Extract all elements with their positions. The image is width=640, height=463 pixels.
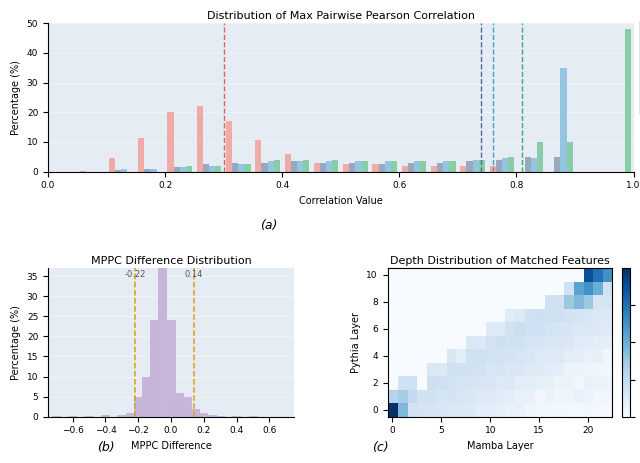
Bar [109,158,115,172]
Bar [191,409,200,417]
Bar [142,376,151,417]
Bar [431,166,437,172]
Bar [186,166,192,172]
Bar [285,154,291,172]
Bar [274,160,280,172]
Bar [255,140,262,172]
Bar [117,415,126,417]
Bar [314,163,320,172]
Bar [138,138,145,172]
Bar [332,160,339,172]
Text: (c): (c) [372,441,389,454]
Bar [355,161,362,172]
Bar [134,397,143,417]
Bar [303,160,309,172]
Bar [203,164,209,172]
Bar [209,166,215,172]
Bar [320,163,326,172]
Bar [554,157,561,172]
Bar [232,163,238,172]
Bar [449,161,456,172]
Text: (b): (b) [97,441,115,454]
Bar [561,68,566,172]
Bar [180,167,186,172]
Bar [496,160,502,172]
Bar [385,161,391,172]
Bar [372,164,379,172]
Bar [531,158,537,172]
Bar [244,164,251,172]
Bar [207,415,216,417]
Bar [101,415,110,417]
Bar [343,164,349,172]
Bar [479,160,485,172]
Bar [158,268,167,417]
Bar [566,142,573,172]
Bar [168,112,173,172]
Bar [508,157,514,172]
Bar [183,397,192,417]
Bar [79,171,86,172]
Bar [625,29,631,172]
Bar [215,166,221,172]
X-axis label: MPPC Difference: MPPC Difference [131,441,211,451]
Bar [166,320,175,417]
Bar [379,164,385,172]
Bar [173,167,180,172]
Bar [490,166,496,172]
Title: MPPC Difference Distribution: MPPC Difference Distribution [91,256,252,266]
Text: (a): (a) [260,219,278,232]
Bar [125,413,134,417]
Bar [502,158,508,172]
X-axis label: Mamba Layer: Mamba Layer [467,441,533,451]
Bar [291,161,297,172]
Bar [444,161,449,172]
Y-axis label: Pythia Layer: Pythia Layer [351,312,361,373]
Bar [84,416,93,417]
Bar [297,161,303,172]
Bar [537,142,543,172]
Title: Depth Distribution of Matched Features: Depth Distribution of Matched Features [390,256,610,266]
Bar [362,161,368,172]
Bar [408,163,414,172]
Bar [216,416,225,417]
Bar [145,169,150,172]
Bar [115,170,121,172]
Bar [437,163,444,172]
Bar [420,161,426,172]
Bar [268,161,274,172]
Bar [196,106,203,172]
Bar [262,163,268,172]
Bar [525,157,531,172]
Text: -0.22: -0.22 [124,269,146,279]
Bar [199,413,209,417]
Bar [414,161,420,172]
Bar [238,164,244,172]
Bar [467,161,472,172]
Y-axis label: Percentage (%): Percentage (%) [12,305,21,380]
Bar [150,320,159,417]
Bar [402,166,408,172]
Title: Distribution of Max Pairwise Pearson Correlation: Distribution of Max Pairwise Pearson Cor… [207,11,475,21]
Bar [121,169,127,172]
Bar [226,121,232,172]
Bar [150,169,157,172]
Bar [349,163,355,172]
Bar [460,166,467,172]
Text: 0.14: 0.14 [185,269,203,279]
Bar [175,393,184,417]
Bar [391,161,397,172]
Y-axis label: Percentage (%): Percentage (%) [12,60,21,135]
Bar [472,160,479,172]
X-axis label: Correlation Value: Correlation Value [299,196,383,206]
Bar [326,161,332,172]
